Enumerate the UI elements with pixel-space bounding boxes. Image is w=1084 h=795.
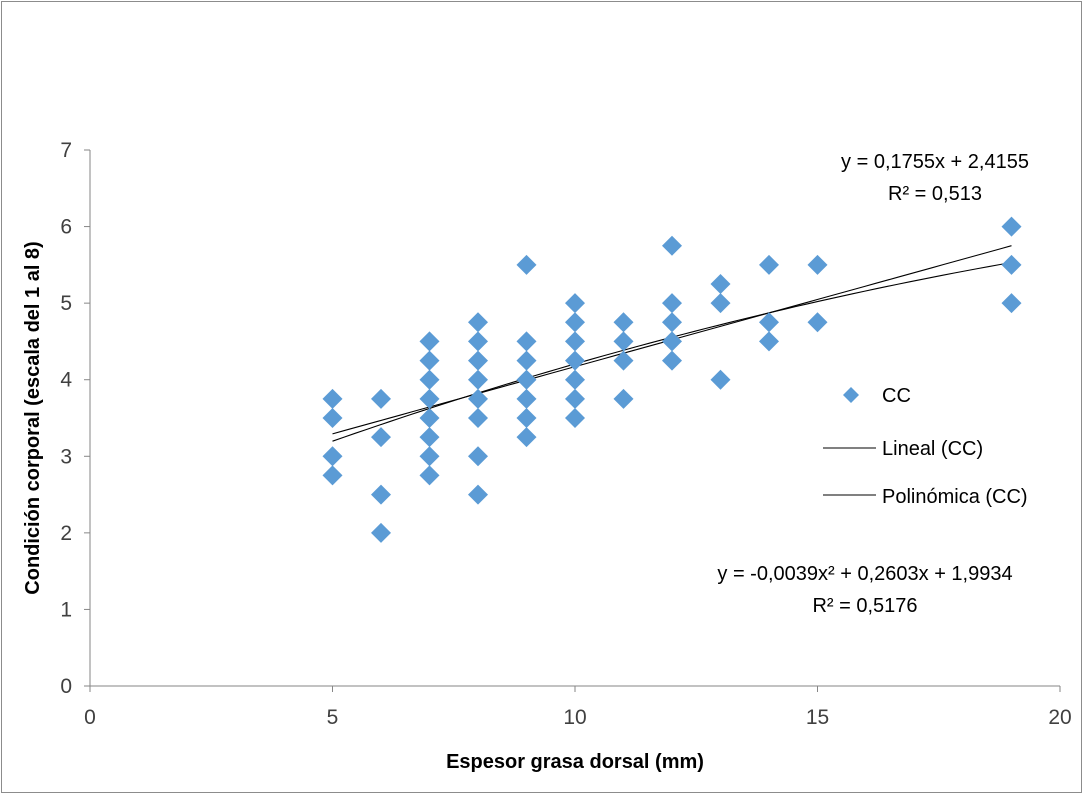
data-point [759,331,779,352]
x-tick-group: 0 5 10 15 20 [84,686,1072,729]
data-point [468,388,488,409]
data-point [565,350,585,371]
x-axis-title: Espesor grasa dorsal (mm) [446,751,704,773]
data-point [419,331,440,352]
data-point [468,350,488,371]
x-tick-label: 0 [84,706,96,729]
data-point [565,293,585,314]
data-point [419,408,440,428]
legend-marker-diamond [843,387,859,403]
data-point [613,312,634,333]
data-point [807,254,828,275]
data-point [662,312,682,333]
data-point [516,369,537,390]
data-point [516,350,537,371]
y-tick-label: 6 [60,216,72,239]
data-point [613,350,634,371]
data-point [662,331,682,352]
data-point [613,331,634,352]
data-point [565,331,585,352]
data-point [419,465,440,486]
x-tick-label: 5 [327,706,339,729]
data-point [1001,254,1022,275]
y-tick-label: 4 [60,369,72,392]
data-point [662,235,682,256]
y-tick-label: 2 [60,522,72,545]
data-point [662,350,682,371]
data-point [565,312,585,333]
data-point [516,427,537,448]
data-point [419,446,440,467]
data-point [371,484,391,505]
data-point [419,427,440,448]
x-tick-label: 10 [563,706,586,729]
data-point [662,293,682,314]
data-point [710,369,731,390]
data-point [516,331,537,352]
legend: CC Lineal (CC) Polinómica (CC) [823,385,1028,508]
data-point [468,369,488,390]
y-tick-group: 0 1 2 3 4 5 6 7 [60,139,90,698]
data-point [468,446,488,467]
data-point [322,388,343,409]
y-tick-label: 7 [60,139,72,162]
y-axis-title: Condición corporal (escala del 1 al 8) [22,241,44,594]
data-point [468,408,488,428]
data-point [516,388,537,409]
legend-item-polinomica: Polinómica (CC) [823,486,1028,508]
data-point [468,312,488,333]
data-point [371,427,391,448]
data-point [565,388,585,409]
data-point [565,369,585,390]
polynomial-r2: R² = 0,5176 [812,595,917,617]
data-point [710,274,731,294]
linear-equation-label: y = 0,1755x + 2,4155 R² = 0,513 [841,151,1029,205]
data-point [322,465,343,486]
data-point [419,388,440,409]
y-tick-label: 0 [60,675,72,698]
legend-item-cc: CC [843,385,911,407]
data-point [759,312,779,333]
data-point [759,254,779,275]
polynomial-equation-label: y = -0,0039x² + 0,2603x + 1,9934 R² = 0,… [717,563,1012,617]
data-point [419,350,440,371]
data-point [807,312,828,333]
polynomial-equation: y = -0,0039x² + 0,2603x + 1,9934 [717,563,1012,585]
point-group [322,216,1022,543]
legend-label-polinomica: Polinómica (CC) [882,486,1028,508]
linear-equation: y = 0,1755x + 2,4155 [841,151,1029,173]
data-point [1001,293,1022,314]
legend-label-cc: CC [882,385,911,407]
data-point [419,369,440,390]
data-point [1001,216,1022,237]
linear-r2: R² = 0,513 [888,183,982,205]
data-point [322,446,343,467]
legend-item-lineal: Lineal (CC) [823,438,983,460]
data-point [371,522,391,543]
legend-label-lineal: Lineal (CC) [882,438,983,460]
data-point [516,408,537,428]
y-tick-label: 1 [60,598,72,621]
data-point [516,254,537,275]
x-tick-label: 20 [1048,706,1071,729]
data-point [565,408,585,428]
data-point [468,331,488,352]
data-point [371,388,391,409]
data-point [322,408,343,428]
data-point [613,388,634,409]
data-point [468,484,488,505]
y-tick-label: 5 [60,292,72,315]
data-point [710,293,731,314]
y-tick-label: 3 [60,445,72,468]
x-tick-label: 15 [806,706,829,729]
